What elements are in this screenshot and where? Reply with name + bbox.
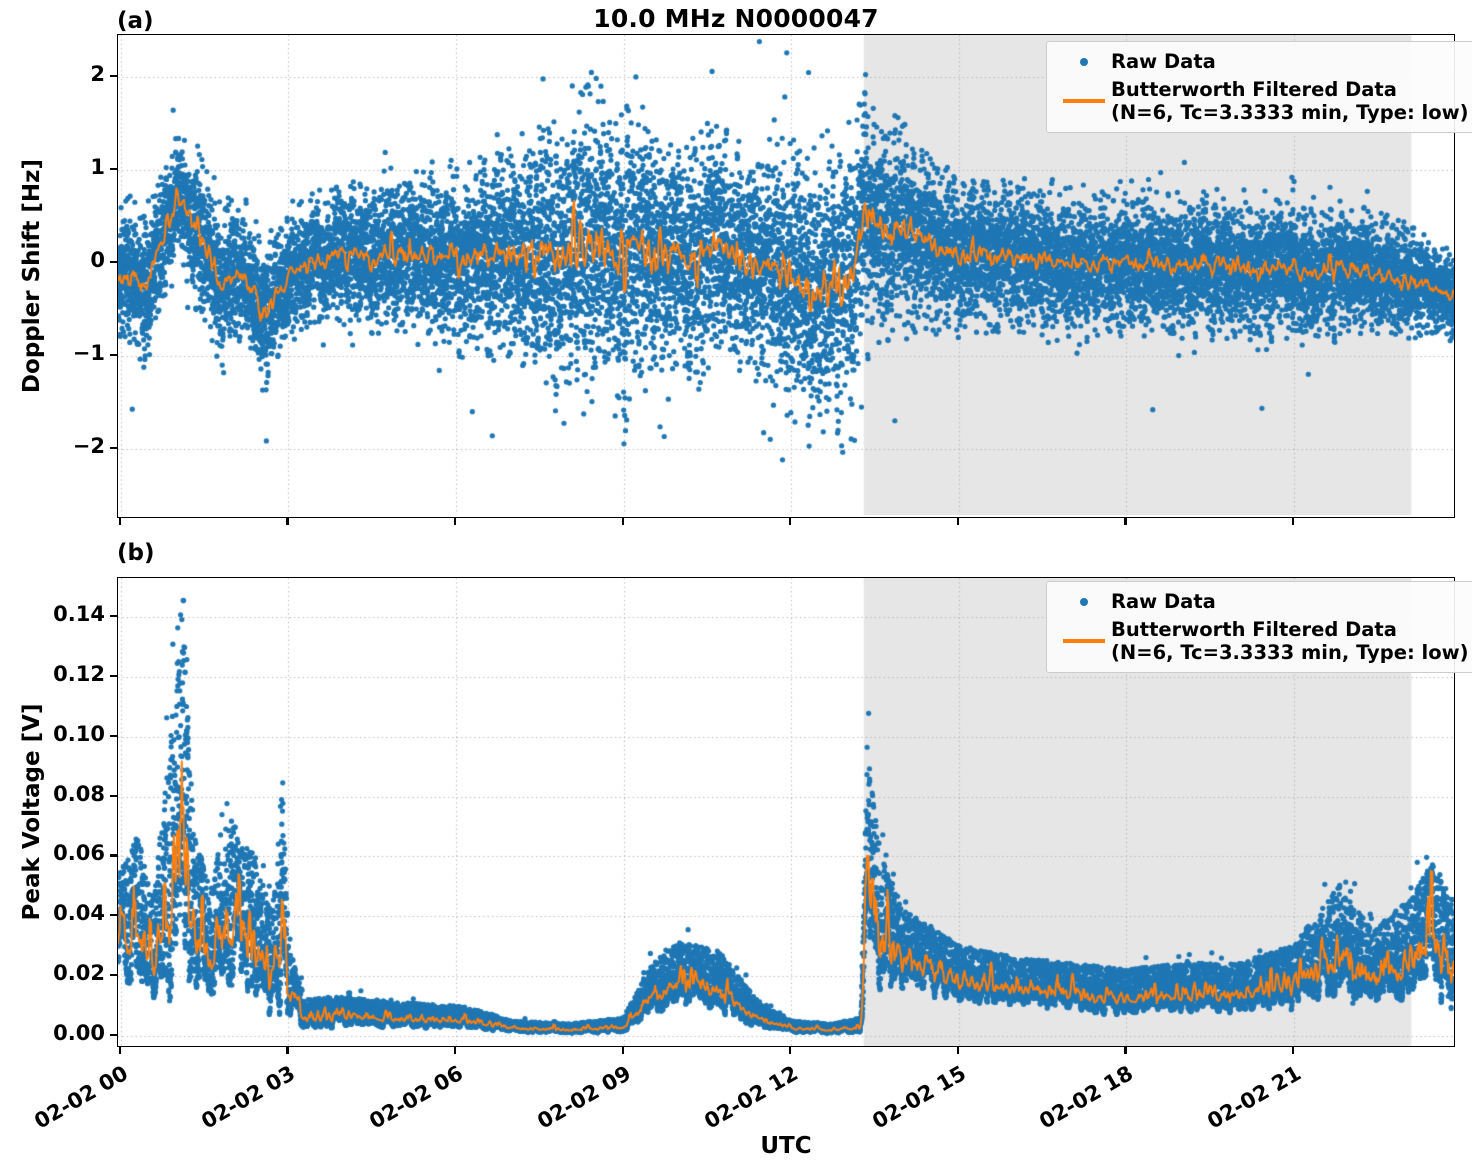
y-tick-label: 0.08 bbox=[53, 781, 105, 806]
panel-a-y-axis-label: Doppler Shift [Hz] bbox=[19, 158, 45, 394]
tick-mark bbox=[789, 1047, 792, 1054]
tick-mark bbox=[453, 518, 457, 525]
panel-b-legend: Raw Data Butterworth Filtered Data (N=6,… bbox=[1046, 581, 1472, 673]
panel-a-legend: Raw Data Butterworth Filtered Data (N=6,… bbox=[1046, 41, 1472, 133]
legend-label-filtered: Butterworth Filtered Data (N=6, Tc=3.333… bbox=[1111, 78, 1469, 124]
y-tick-label: −1 bbox=[72, 341, 105, 366]
y-tick-label: 0.14 bbox=[53, 601, 105, 626]
legend-row-filtered: Butterworth Filtered Data (N=6, Tc=3.333… bbox=[1057, 78, 1469, 124]
tick-mark bbox=[110, 261, 117, 264]
tick-mark bbox=[110, 914, 117, 917]
raw-data-marker-icon bbox=[1057, 597, 1111, 606]
tick-mark bbox=[956, 518, 959, 525]
tick-mark bbox=[110, 167, 117, 171]
tick-mark bbox=[1124, 518, 1127, 525]
filtered-data-line-icon bbox=[1057, 99, 1111, 103]
panel-a-tag: (a) bbox=[117, 8, 154, 34]
legend-row-raw: Raw Data bbox=[1057, 590, 1469, 613]
tick-mark bbox=[110, 614, 117, 618]
tick-mark bbox=[621, 518, 624, 525]
panel-b-tag: (b) bbox=[117, 540, 155, 566]
tick-mark bbox=[1291, 1047, 1295, 1054]
tick-mark bbox=[110, 854, 117, 857]
tick-mark bbox=[118, 1047, 121, 1054]
legend-row-filtered: Butterworth Filtered Data (N=6, Tc=3.333… bbox=[1057, 618, 1469, 664]
tick-mark bbox=[110, 974, 117, 977]
y-tick-label: 0 bbox=[90, 248, 105, 273]
tick-mark bbox=[621, 1047, 624, 1054]
filtered-data-line-icon bbox=[1057, 639, 1111, 643]
legend-label-filtered-line2: (N=6, Tc=3.3333 min, Type: low) bbox=[1111, 641, 1469, 664]
x-tick-label: 02-02 18 bbox=[1035, 1061, 1138, 1134]
x-tick-label: 02-02 00 bbox=[29, 1061, 132, 1134]
y-tick-label: 0.06 bbox=[53, 841, 105, 866]
y-tick-label: 1 bbox=[90, 154, 105, 179]
tick-mark bbox=[286, 1047, 289, 1054]
tick-mark bbox=[956, 1047, 959, 1054]
raw-data-marker-icon bbox=[1057, 57, 1111, 66]
tick-mark bbox=[110, 354, 117, 357]
x-tick-label: 02-02 21 bbox=[1203, 1061, 1305, 1134]
y-tick-label: 0.02 bbox=[53, 961, 105, 986]
y-tick-label: 0.10 bbox=[53, 721, 105, 746]
legend-label-filtered-line1: Butterworth Filtered Data bbox=[1111, 78, 1397, 101]
x-axis-label: UTC bbox=[760, 1133, 812, 1159]
y-tick-label: 0.00 bbox=[53, 1021, 105, 1046]
y-tick-label: 0.12 bbox=[53, 661, 105, 686]
tick-mark bbox=[789, 518, 792, 525]
tick-mark bbox=[286, 518, 289, 525]
tick-mark bbox=[1291, 518, 1295, 525]
x-tick-label: 02-02 09 bbox=[532, 1061, 635, 1134]
x-tick-label: 02-02 06 bbox=[365, 1061, 467, 1134]
y-tick-label: 0.04 bbox=[53, 901, 105, 926]
tick-mark bbox=[110, 74, 117, 78]
tick-mark bbox=[110, 794, 117, 797]
legend-label-filtered-line2: (N=6, Tc=3.3333 min, Type: low) bbox=[1111, 101, 1469, 124]
tick-mark bbox=[118, 518, 121, 525]
tick-mark bbox=[1124, 1047, 1127, 1054]
figure-title: 10.0 MHz N0000047 bbox=[593, 4, 879, 33]
legend-label-raw: Raw Data bbox=[1111, 590, 1216, 613]
y-tick-label: 2 bbox=[90, 61, 105, 86]
legend-label-filtered: Butterworth Filtered Data (N=6, Tc=3.333… bbox=[1111, 618, 1469, 664]
tick-mark bbox=[110, 447, 117, 450]
tick-mark bbox=[110, 734, 117, 737]
legend-label-filtered-line1: Butterworth Filtered Data bbox=[1111, 618, 1397, 641]
x-tick-label: 02-02 15 bbox=[867, 1061, 970, 1134]
tick-mark bbox=[110, 1034, 117, 1037]
panel-b-y-axis-label: Peak Voltage [V] bbox=[19, 703, 45, 921]
x-tick-label: 02-02 03 bbox=[197, 1061, 300, 1134]
tick-mark bbox=[453, 1047, 457, 1054]
tick-mark bbox=[110, 674, 117, 677]
x-tick-label: 02-02 12 bbox=[700, 1061, 803, 1134]
y-tick-label: −2 bbox=[72, 434, 105, 459]
legend-row-raw: Raw Data bbox=[1057, 50, 1469, 73]
legend-label-raw: Raw Data bbox=[1111, 50, 1216, 73]
